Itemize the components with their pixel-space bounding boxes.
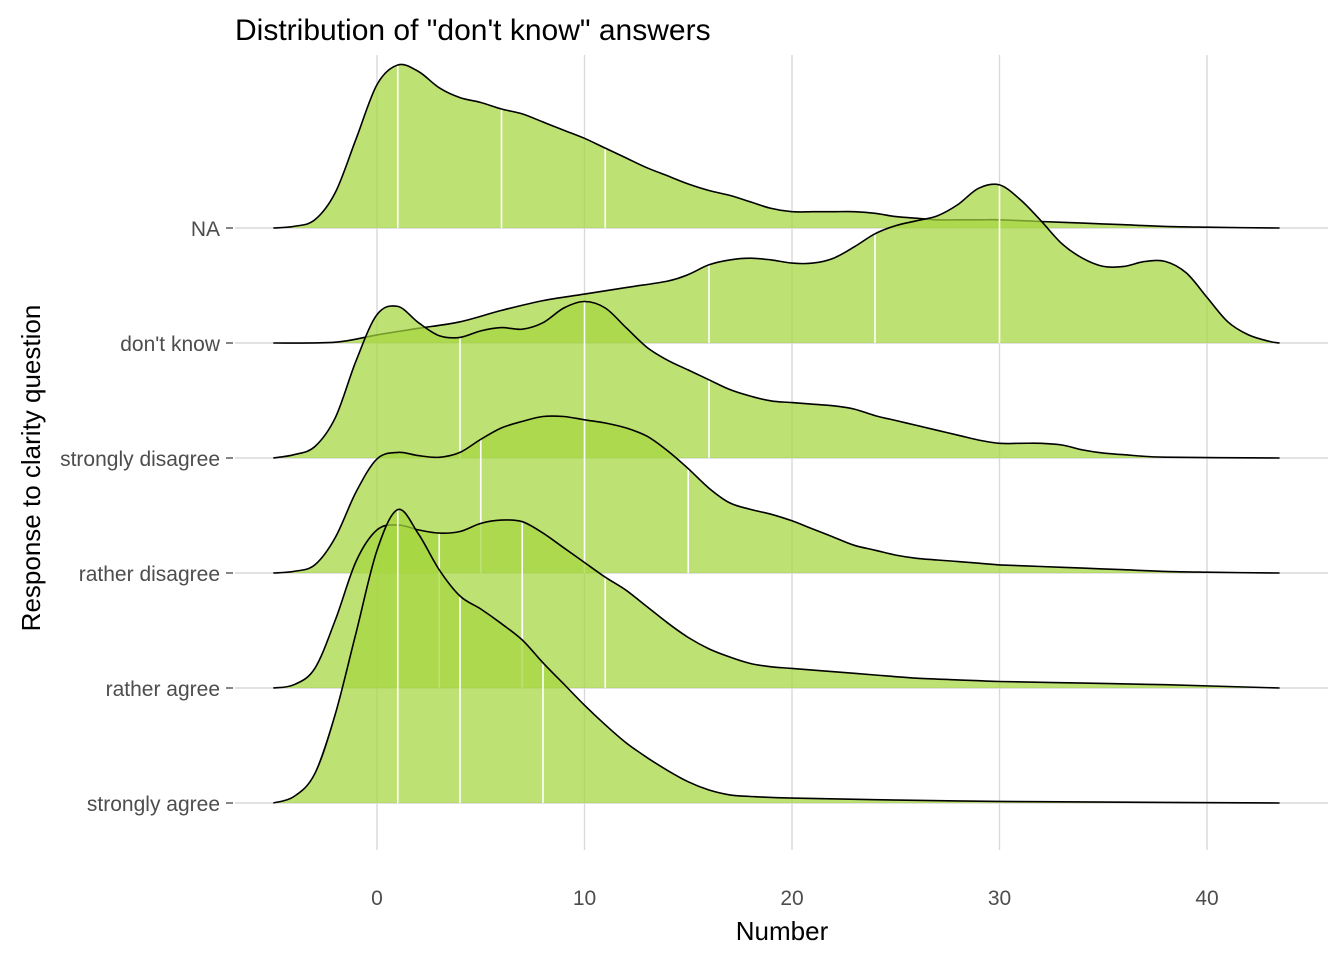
x-tick-label: 40 [1195, 887, 1218, 910]
ridge-outline [273, 415, 1280, 574]
x-tick-label: 30 [988, 887, 1011, 910]
y-tick-label: rather disagree [79, 563, 220, 586]
x-tick-label: 0 [371, 887, 383, 910]
ridge-fill [273, 184, 1280, 344]
y-tick-label: strongly agree [87, 793, 220, 816]
y-axis-title: Response to clarity question [16, 305, 46, 632]
ridge-don-t-know [273, 183, 1280, 344]
x-tick-label: 10 [573, 887, 596, 910]
ridge-outline [273, 183, 1280, 344]
ridge-outline [273, 300, 1280, 459]
x-tick-label: 20 [780, 887, 803, 910]
ridge-outline [273, 508, 1280, 804]
ridge-fill [273, 64, 1280, 228]
x-axis-ticks: 0 10 20 30 40 [371, 887, 1219, 910]
y-tick-label: NA [191, 218, 220, 241]
y-tick-label: strongly disagree [60, 448, 220, 471]
ridge-fill [273, 301, 1280, 458]
y-axis-ticks: NA don't know strongly disagree rather disa… [60, 218, 233, 816]
ridges [273, 63, 1280, 804]
ridge-fill [273, 509, 1280, 803]
chart-title: Distribution of "don't know" answers [235, 14, 711, 47]
x-axis-title: Number [736, 916, 829, 946]
y-tick-label: don't know [120, 333, 221, 356]
ridge-strongly-agree [273, 508, 1280, 804]
y-tick-label: rather agree [106, 678, 220, 701]
ridge-na [273, 63, 1280, 229]
